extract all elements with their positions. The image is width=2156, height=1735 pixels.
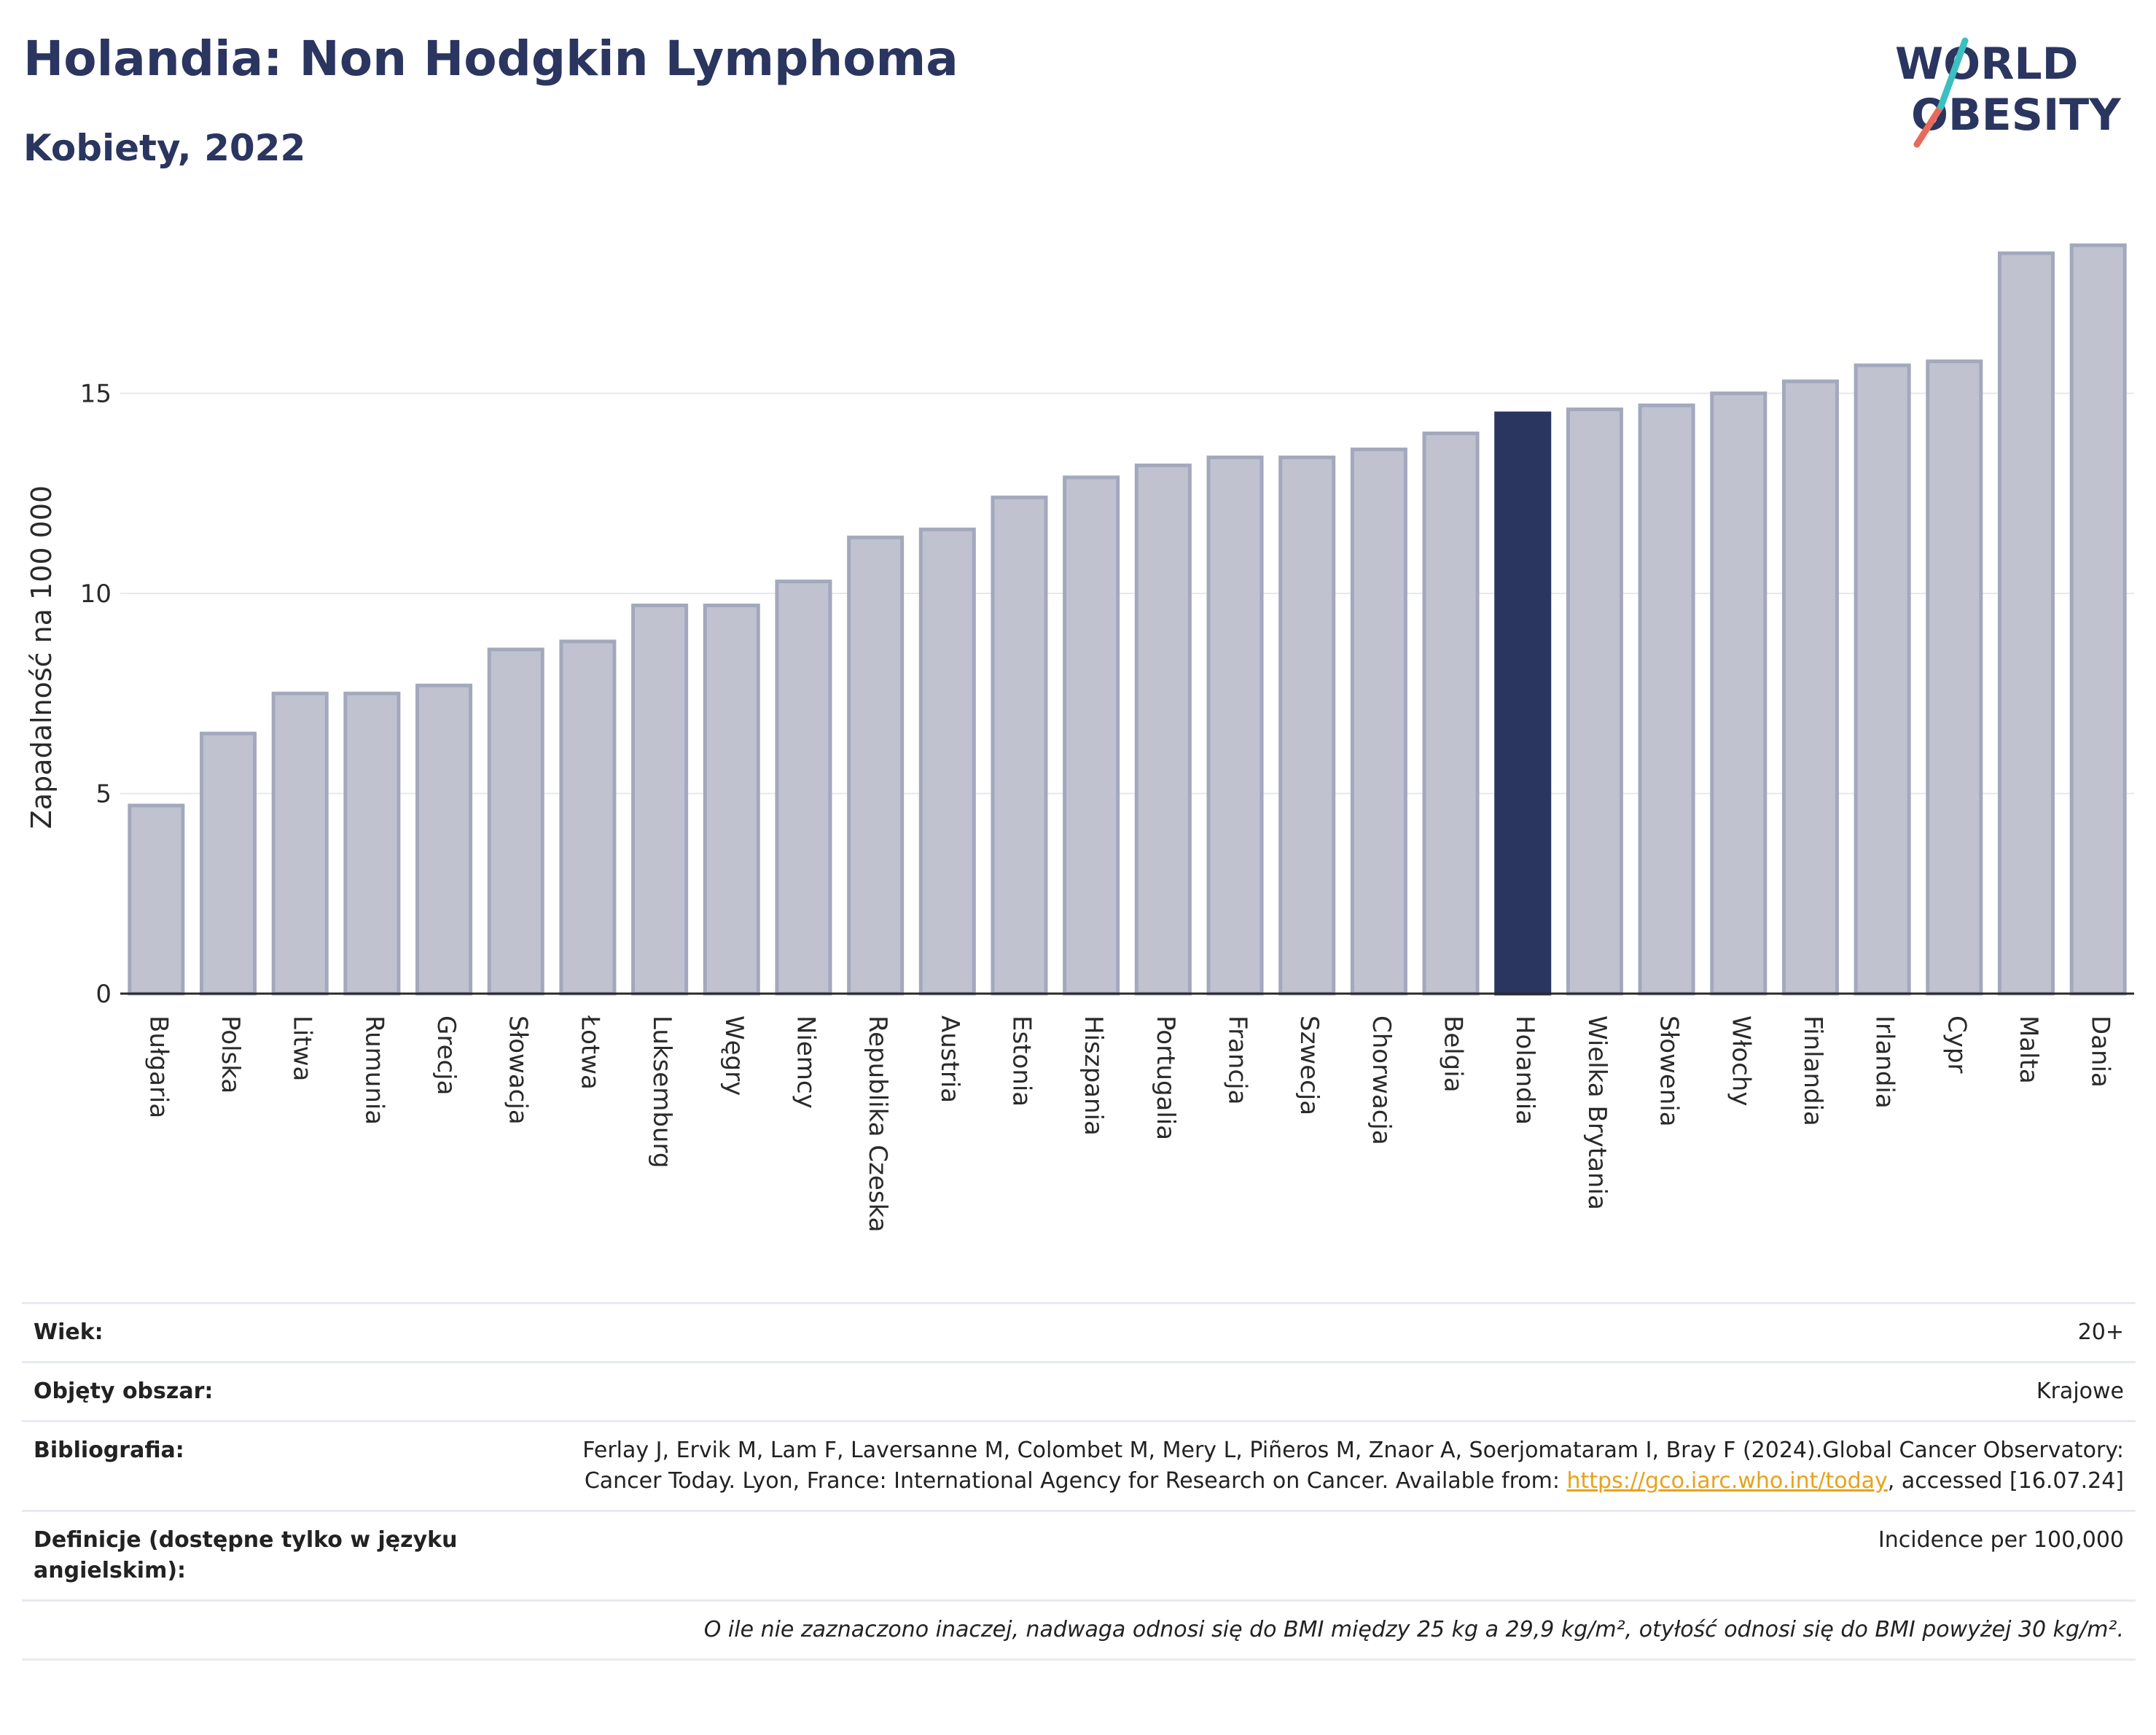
bar-słowacja[interactable]	[487, 647, 544, 996]
world-obesity-logo[interactable]: WORLD OBESITY	[1895, 35, 2143, 159]
y-tick-label: 10	[80, 580, 112, 609]
bibliography-value: Ferlay J, Ervik M, Lam F, Laversanne M, …	[500, 1435, 2124, 1497]
x-tick-label: Francja	[1223, 1015, 1252, 1104]
x-tick-label: Łotwa	[575, 1015, 604, 1090]
x-tick-label: Luksemburg	[647, 1015, 676, 1168]
bar-luksemburg[interactable]	[631, 604, 689, 996]
age-label: Wiek:	[34, 1319, 103, 1345]
metadata-table: Wiek: 20+ Objęty obszar: Krajowe Bibliog…	[22, 1302, 2136, 1661]
x-tick-labels: Bułgaria Polska Litwa Rumunia Grecja Słowacja…	[144, 1015, 2114, 1233]
bar-portugalia[interactable]	[1134, 463, 1192, 996]
x-tick-label: Dania	[2086, 1015, 2115, 1088]
bibliography-tail: , accessed [16.07.24]	[1887, 1468, 2124, 1494]
y-tick-label: 15	[80, 380, 112, 409]
x-tick-label: Rumunia	[359, 1015, 388, 1125]
y-tick-label: 5	[95, 780, 112, 809]
age-value: 20+	[2077, 1319, 2124, 1345]
x-tick-label: Wielka Brytania	[1582, 1015, 1612, 1210]
x-tick-label: Włochy	[1726, 1015, 1755, 1106]
bar-niemcy[interactable]	[775, 580, 832, 996]
x-tick-label: Irlandia	[1870, 1015, 1899, 1109]
x-tick-label: Hiszpania	[1079, 1015, 1108, 1136]
bar-węgry[interactable]	[703, 604, 760, 996]
meta-row-definitions: Definicje (dostępne tylko w języku angie…	[22, 1510, 2136, 1599]
bar-chorwacja[interactable]	[1350, 447, 1407, 996]
bar-finlandia[interactable]	[1781, 379, 1839, 996]
x-tick-label: Republika Czeska	[863, 1015, 892, 1233]
x-tick-label: Szwecja	[1294, 1015, 1324, 1115]
area-value: Krajowe	[2036, 1379, 2124, 1404]
y-tick-label: 0	[95, 980, 112, 1009]
y-axis-label: Zapadalność na 100 000	[26, 486, 58, 829]
x-tick-label: Belgia	[1439, 1015, 1468, 1093]
x-tick-label: Bułgaria	[144, 1015, 173, 1118]
bar-belgia[interactable]	[1422, 431, 1480, 996]
bar-bułgaria[interactable]	[128, 803, 185, 996]
bar-słowenia[interactable]	[1638, 403, 1695, 996]
definitions-label: Definicje (dostępne tylko w języku angie…	[34, 1527, 458, 1583]
bar-szwecja[interactable]	[1278, 455, 1336, 996]
logo-slash-teal	[1937, 37, 1969, 110]
x-tick-label: Chorwacja	[1367, 1015, 1396, 1145]
meta-row-bibliography: Bibliografia: Ferlay J, Ervik M, Lam F, …	[22, 1420, 2136, 1510]
definitions-value: Incidence per 100,000	[1878, 1527, 2124, 1553]
x-tick-label: Litwa	[288, 1015, 317, 1081]
bar-wielka-brytania[interactable]	[1566, 408, 1623, 996]
bar-włochy[interactable]	[1710, 391, 1768, 996]
x-tick-label: Malta	[2014, 1015, 2043, 1084]
bibliography-link[interactable]: https://gco.iarc.who.int/today	[1566, 1468, 1888, 1494]
bmi-note: O ile nie zaznaczono inaczej, nadwaga od…	[703, 1617, 2124, 1642]
logo-slash-red	[1913, 103, 1945, 148]
x-tick-label: Grecja	[431, 1015, 461, 1095]
chart-subtitle: Kobiety, 2022	[23, 127, 306, 169]
meta-row-area: Objęty obszar: Krajowe	[22, 1361, 2136, 1420]
area-label: Objęty obszar:	[34, 1379, 214, 1404]
x-tick-label: Finlandia	[1798, 1015, 1827, 1126]
bar-cypr[interactable]	[1926, 359, 1983, 996]
bibliography-text: Ferlay J, Ervik M, Lam F, Laversanne M, …	[582, 1438, 2124, 1494]
x-tick-label: Słowacja	[504, 1015, 533, 1125]
meta-row-age: Wiek: 20+	[22, 1302, 2136, 1361]
bar-holandia[interactable]	[1494, 411, 1552, 996]
bar-austria[interactable]	[918, 527, 976, 996]
x-tick-label: Portugalia	[1151, 1015, 1180, 1140]
meta-row-note: O ile nie zaznaczono inaczej, nadwaga od…	[22, 1599, 2136, 1661]
x-tick-label: Polska	[216, 1015, 245, 1093]
bar-łotwa[interactable]	[559, 639, 617, 996]
y-tick-labels: 0 5 10 15	[80, 380, 112, 1009]
bar-francja[interactable]	[1206, 455, 1264, 996]
bar-polska[interactable]	[200, 731, 257, 996]
bar-republika-czeska[interactable]	[847, 535, 905, 996]
x-tick-label: Niemcy	[791, 1015, 820, 1109]
bibliography-label: Bibliografia:	[34, 1438, 184, 1463]
x-tick-label: Estonia	[1007, 1015, 1036, 1107]
bar-malta[interactable]	[1997, 251, 2055, 996]
bar-litwa[interactable]	[271, 691, 329, 996]
bar-irlandia[interactable]	[1854, 363, 1911, 996]
bar-estonia[interactable]	[991, 495, 1048, 996]
x-tick-label: Holandia	[1510, 1015, 1539, 1125]
bar-chart: 0 5 10 15 Bułgaria Polska Litwa Rumunia Grecja S…	[26, 243, 2134, 1233]
x-tick-label: Austria	[935, 1015, 964, 1103]
chart-title: Holandia: Non Hodgkin Lymphoma	[23, 31, 958, 87]
bars	[128, 243, 2127, 996]
bar-rumunia[interactable]	[343, 691, 401, 996]
x-tick-label: Cypr	[1942, 1015, 1971, 1073]
bar-grecja[interactable]	[415, 683, 473, 996]
bar-hiszpania[interactable]	[1063, 475, 1120, 996]
x-tick-label: Węgry	[719, 1015, 749, 1096]
logo-text-world: WORLD	[1895, 39, 2078, 90]
x-tick-label: Słowenia	[1655, 1015, 1684, 1127]
bar-dania[interactable]	[2069, 243, 2127, 996]
